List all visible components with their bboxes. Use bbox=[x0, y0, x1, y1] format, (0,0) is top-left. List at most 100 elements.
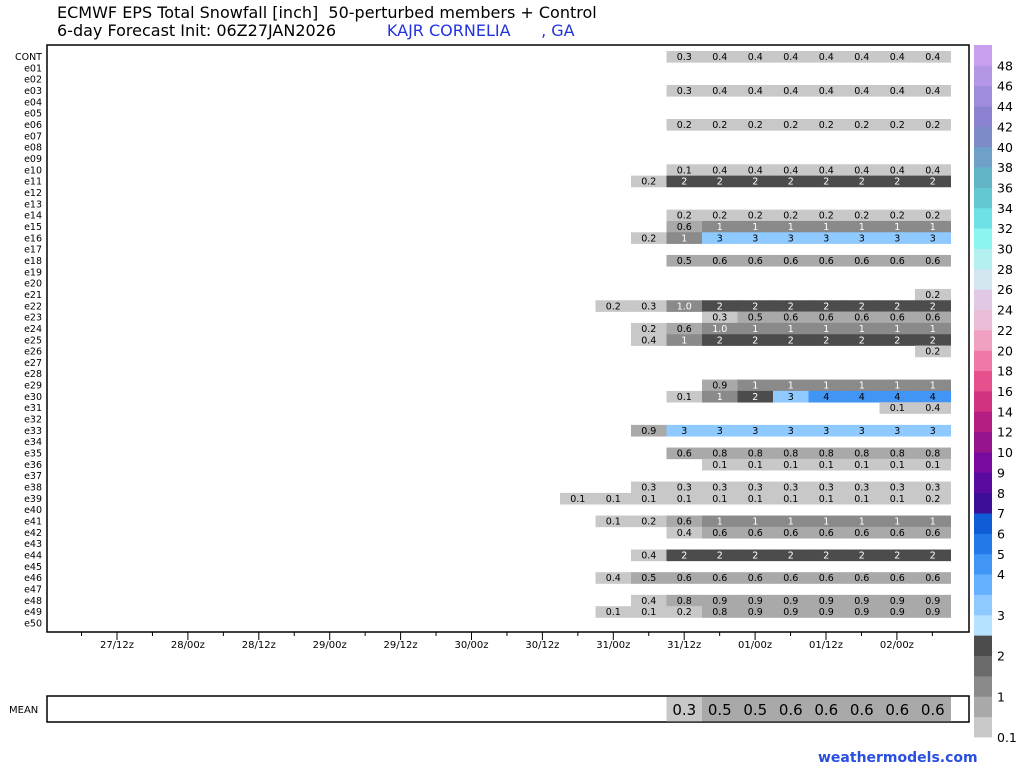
cell-value-label: 0.2 bbox=[641, 324, 656, 335]
heatmap-cell bbox=[844, 118, 880, 131]
x-tick-label: 01/00z bbox=[738, 640, 772, 651]
cell-value-label: 2 bbox=[752, 392, 758, 403]
cell-value-label: 0.4 bbox=[819, 86, 834, 97]
cell-value-label: 0.8 bbox=[712, 449, 727, 460]
colorbar-segment bbox=[974, 492, 992, 514]
heatmap-cell bbox=[915, 594, 951, 607]
heatmap-cell bbox=[702, 300, 738, 312]
heatmap-cell bbox=[915, 549, 951, 562]
heatmap-cell bbox=[666, 300, 703, 312]
member-label: e50 bbox=[24, 619, 42, 630]
heatmap-cell bbox=[879, 379, 916, 392]
heatmap-cell bbox=[666, 334, 703, 346]
heatmap-cell bbox=[844, 209, 880, 222]
cell-value-label: 0.8 bbox=[890, 449, 905, 460]
colorbar-segment bbox=[974, 289, 992, 310]
heatmap-cell bbox=[879, 594, 916, 607]
cell-value-label: 0.4 bbox=[606, 573, 621, 584]
member-label: e11 bbox=[24, 177, 42, 188]
heatmap-cell bbox=[702, 51, 738, 63]
heatmap-cell bbox=[737, 549, 774, 562]
heatmap-cell bbox=[879, 481, 916, 494]
cell-value-label: 0.1 bbox=[570, 494, 585, 505]
cell-value-label: 1 bbox=[788, 324, 794, 335]
heatmap-cell bbox=[737, 51, 774, 63]
cell-value-label: 0.2 bbox=[925, 211, 940, 222]
cell-value-label: 2 bbox=[859, 177, 865, 188]
heatmap-cell bbox=[915, 606, 951, 618]
heatmap-cell bbox=[808, 254, 845, 267]
member-label: e49 bbox=[24, 607, 42, 618]
heatmap-cell bbox=[702, 515, 738, 528]
colorbar-segment bbox=[974, 207, 992, 229]
cell-value-label: 0.1 bbox=[854, 494, 869, 505]
colorbar-segment bbox=[974, 696, 992, 718]
heatmap-cell bbox=[879, 84, 916, 97]
cell-value-label: 0.2 bbox=[890, 120, 905, 131]
cell-value-label: 0.1 bbox=[641, 607, 656, 618]
cell-value-label: 2 bbox=[717, 551, 723, 562]
member-label: e10 bbox=[24, 165, 42, 176]
heatmap-cell bbox=[844, 300, 880, 312]
colorbar-segment bbox=[974, 350, 992, 372]
cell-value-label: 0.3 bbox=[677, 86, 692, 97]
member-label: e48 bbox=[24, 596, 42, 607]
cell-value-label: 0.6 bbox=[854, 313, 869, 324]
heatmap-cell bbox=[666, 549, 703, 562]
cell-value-label: 3 bbox=[788, 233, 794, 244]
cell-value-label: 0.5 bbox=[641, 573, 656, 584]
heatmap-cell bbox=[808, 311, 845, 324]
heatmap-cell bbox=[879, 515, 916, 528]
cell-value-label: 3 bbox=[788, 426, 794, 437]
colorbar-tick-label: 16 bbox=[997, 384, 1013, 399]
cell-value-label: 3 bbox=[823, 426, 829, 437]
cell-value-label: 1 bbox=[859, 222, 865, 233]
cell-value-label: 0.4 bbox=[748, 86, 763, 97]
colorbar-tick-label: 0.1 bbox=[997, 730, 1017, 745]
cell-value-label: 0.5 bbox=[748, 313, 763, 324]
member-label: e16 bbox=[24, 233, 42, 244]
heatmap-cell bbox=[808, 175, 845, 188]
heatmap-cell bbox=[737, 526, 774, 539]
cell-value-label: 3 bbox=[823, 233, 829, 244]
heatmap-cell bbox=[915, 402, 951, 414]
heatmap-cell bbox=[666, 515, 703, 528]
cell-value-label: 3 bbox=[717, 233, 723, 244]
member-label: e46 bbox=[24, 573, 42, 584]
cell-value-label: 0.4 bbox=[854, 165, 869, 176]
colorbar-segment bbox=[974, 146, 992, 168]
cell-value-label: 0.2 bbox=[641, 233, 656, 244]
heatmap-cell bbox=[631, 424, 667, 437]
cell-value-label: 0.4 bbox=[712, 52, 727, 63]
heatmap-cell bbox=[737, 322, 774, 335]
cell-value-label: 0.6 bbox=[925, 573, 940, 584]
heatmap-cell bbox=[808, 300, 845, 312]
member-label: e03 bbox=[24, 86, 42, 97]
member-label: e08 bbox=[24, 143, 42, 154]
cell-value-label: 4 bbox=[859, 392, 865, 403]
cell-value-label: 0.1 bbox=[890, 403, 905, 414]
colorbar-tick-label: 32 bbox=[997, 221, 1013, 236]
cell-value-label: 0.6 bbox=[854, 528, 869, 539]
cell-value-label: 0.6 bbox=[677, 449, 692, 460]
footer-credit[interactable]: weathermodels.com bbox=[818, 750, 978, 766]
x-tick-label: 30/00z bbox=[454, 640, 488, 651]
member-label: e40 bbox=[24, 505, 42, 516]
member-label: e36 bbox=[24, 460, 42, 471]
cell-value-label: 0.6 bbox=[925, 528, 940, 539]
heatmap-cell bbox=[666, 481, 703, 494]
heatmap-cell bbox=[808, 458, 845, 471]
heatmap-cell bbox=[773, 334, 809, 346]
colorbar: 0.11234567891012141618202224262830323436… bbox=[974, 45, 1017, 745]
member-label: e31 bbox=[24, 403, 42, 414]
cell-value-label: 0.9 bbox=[783, 596, 798, 607]
member-label: e24 bbox=[24, 324, 42, 335]
heatmap-cell bbox=[844, 447, 880, 460]
colorbar-segment bbox=[974, 391, 992, 412]
colorbar-tick-label: 44 bbox=[997, 99, 1013, 114]
heatmap-cell bbox=[702, 572, 738, 584]
mean-cell bbox=[702, 697, 738, 722]
cell-value-label: 1 bbox=[717, 517, 723, 528]
cell-value-label: 2 bbox=[930, 177, 936, 188]
member-label: e43 bbox=[24, 539, 42, 550]
